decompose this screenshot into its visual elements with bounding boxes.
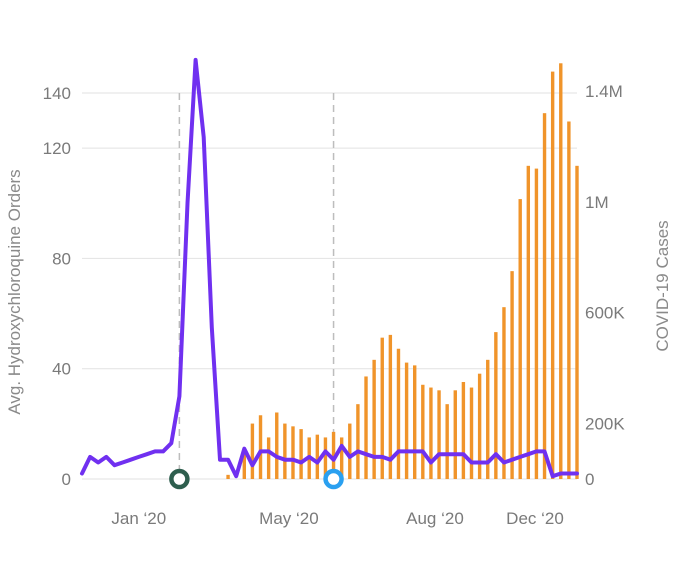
event-marker-1 (323, 468, 344, 490)
bar-26 (291, 426, 295, 479)
bar-36 (372, 359, 376, 479)
bar-58 (550, 71, 555, 479)
tick-labels: 0 40 80 120 140 0 200K 600K 1M 1.4M Jan ‘20 May ‘20… (43, 82, 626, 528)
bar-55 (526, 165, 531, 480)
bar-49 (477, 373, 482, 479)
bar-50 (486, 359, 490, 479)
left-tick-label-2: 80 (52, 249, 71, 268)
bar-57 (542, 113, 547, 480)
bar-33 (348, 423, 352, 479)
bar-40 (404, 362, 409, 479)
x-tick-label-3: Dec ‘20 (506, 509, 564, 528)
bar-21 (250, 423, 255, 479)
line-layer (80, 57, 579, 479)
bar-60 (567, 121, 571, 479)
bar-25 (283, 423, 287, 479)
bar-45 (445, 404, 449, 479)
x-tick-label-2: Aug ‘20 (406, 509, 464, 528)
right-tick-label-0: 0 (585, 470, 594, 489)
x-tick-label-0: Jan ‘20 (111, 509, 166, 528)
right-tick-label-2: 600K (585, 304, 625, 323)
bar-27 (299, 429, 303, 479)
reference-lines (178, 93, 335, 479)
bar-22 (258, 415, 263, 479)
bar-35 (364, 376, 368, 479)
bar-29 (315, 434, 320, 479)
bar-24 (275, 412, 279, 479)
left-tick-label-3: 120 (43, 139, 71, 158)
bar-52 (502, 307, 506, 479)
bar-54 (518, 199, 522, 480)
bar-44 (437, 390, 441, 479)
x-tick-label-1: May ‘20 (259, 509, 319, 528)
bar-32 (339, 437, 344, 479)
left-tick-label-4: 140 (43, 84, 71, 103)
bar-42 (421, 384, 425, 479)
bar-20 (242, 451, 246, 479)
bar-37 (380, 337, 384, 479)
bar-56 (534, 168, 539, 479)
bar-59 (559, 63, 563, 480)
bars-layer (226, 63, 579, 480)
bar-46 (453, 390, 457, 479)
hcq-orders-line (80, 57, 579, 479)
left-axis-title: Avg. Hydroxychloroquine Orders (5, 169, 24, 414)
bar-41 (413, 365, 417, 479)
bar-18 (226, 474, 230, 479)
bar-38 (388, 334, 393, 479)
right-tick-label-3: 1M (585, 193, 609, 212)
right-tick-label-1: 200K (585, 415, 625, 434)
bar-31 (331, 431, 336, 479)
bar-39 (396, 348, 401, 479)
event-marker-0 (169, 468, 190, 490)
bar-30 (323, 437, 328, 479)
markers-layer (169, 468, 344, 490)
bar-34 (356, 404, 360, 479)
left-tick-label-1: 40 (52, 360, 71, 379)
bar-51 (494, 332, 498, 479)
right-tick-label-4: 1.4M (585, 82, 623, 101)
right-axis-title: COVID-19 Cases (653, 220, 672, 351)
left-tick-label-0: 0 (62, 470, 71, 489)
bar-23 (266, 437, 271, 479)
bar-61 (575, 165, 579, 480)
bar-47 (461, 382, 466, 479)
bar-53 (510, 271, 514, 479)
bar-48 (469, 387, 474, 479)
bar-43 (429, 387, 433, 479)
